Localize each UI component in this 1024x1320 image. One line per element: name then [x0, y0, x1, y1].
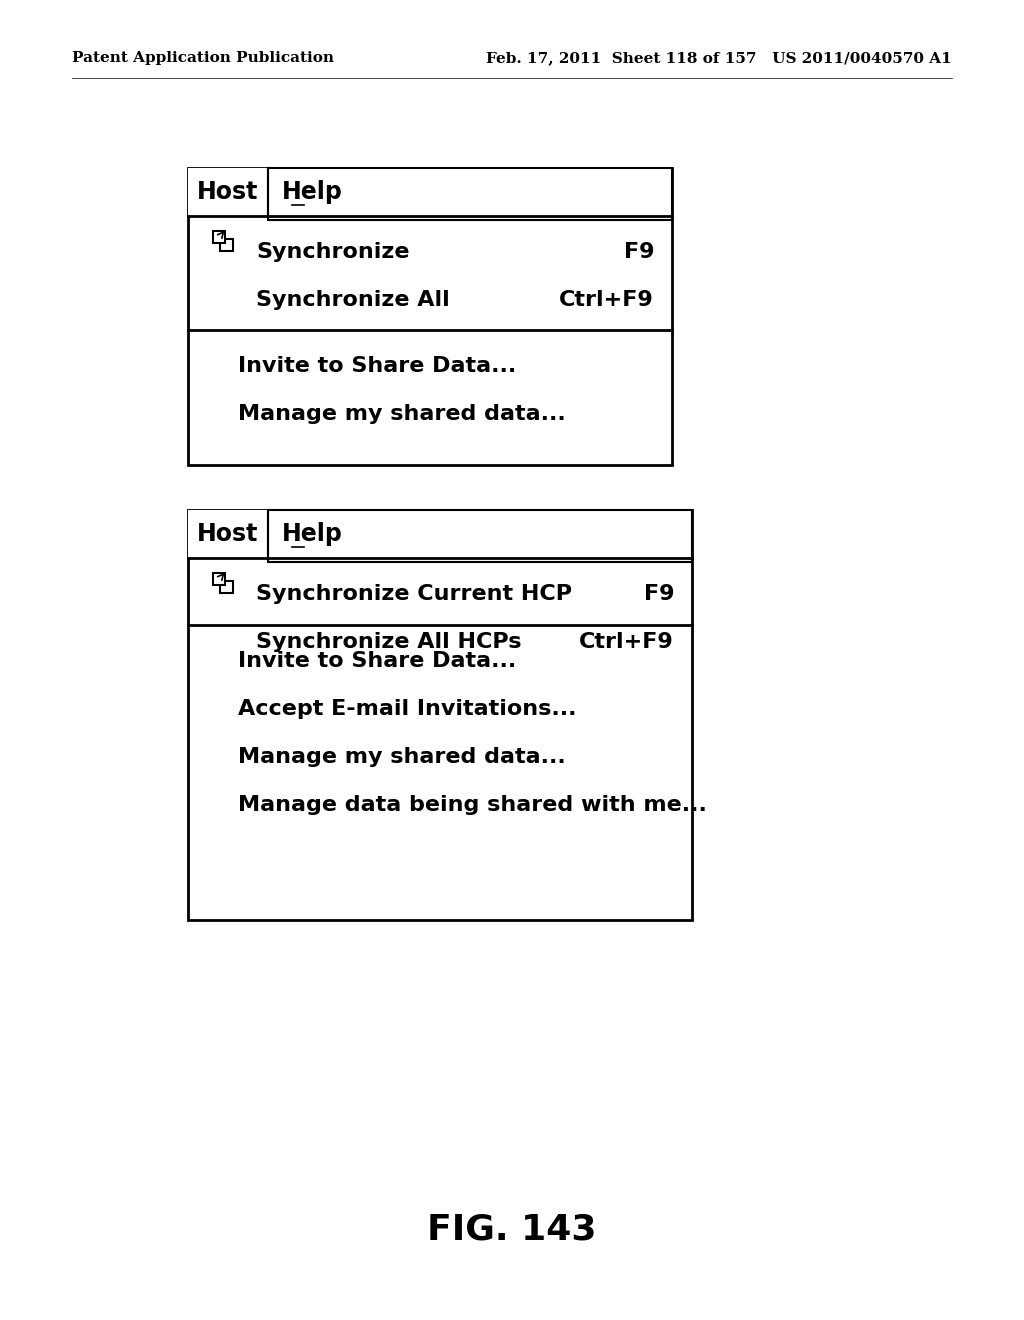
Text: F9: F9 — [624, 242, 654, 261]
Text: Invite to Share Data...: Invite to Share Data... — [238, 356, 516, 376]
Bar — [213, 231, 225, 243]
Text: Feb. 17, 2011  Sheet 118 of 157   US 2011/0040570 A1: Feb. 17, 2011 Sheet 118 of 157 US 2011/0… — [486, 51, 952, 65]
Bar — [188, 510, 692, 558]
Text: Help: Help — [282, 180, 343, 205]
Text: Synchronize: Synchronize — [256, 242, 410, 261]
Text: Synchronize All HCPs: Synchronize All HCPs — [256, 632, 521, 652]
Text: Manage my shared data...: Manage my shared data... — [238, 747, 565, 767]
Text: FIG. 143: FIG. 143 — [427, 1213, 597, 1247]
Bar — [268, 168, 672, 220]
Text: Ctrl+F9: Ctrl+F9 — [580, 632, 674, 652]
Bar — [188, 168, 672, 465]
Text: Host: Host — [198, 180, 259, 205]
Bar — [220, 239, 233, 251]
Text: Invite to Share Data...: Invite to Share Data... — [238, 651, 516, 671]
Text: Manage my shared data...: Manage my shared data... — [238, 404, 565, 424]
Text: F9: F9 — [643, 583, 674, 605]
Bar — [213, 573, 225, 585]
Text: Help: Help — [282, 521, 343, 546]
Text: Manage data being shared with me...: Manage data being shared with me... — [238, 795, 707, 814]
Text: Accept E-mail Invitations...: Accept E-mail Invitations... — [238, 700, 577, 719]
Text: Ctrl+F9: Ctrl+F9 — [559, 290, 654, 310]
Text: Synchronize All: Synchronize All — [256, 290, 450, 310]
Text: Synchronize Current HCP: Synchronize Current HCP — [256, 583, 572, 605]
Bar — [188, 168, 672, 216]
Text: Patent Application Publication: Patent Application Publication — [72, 51, 334, 65]
Bar — [268, 510, 692, 562]
Text: Host: Host — [198, 521, 259, 546]
Bar — [220, 581, 233, 593]
Bar — [188, 510, 692, 920]
